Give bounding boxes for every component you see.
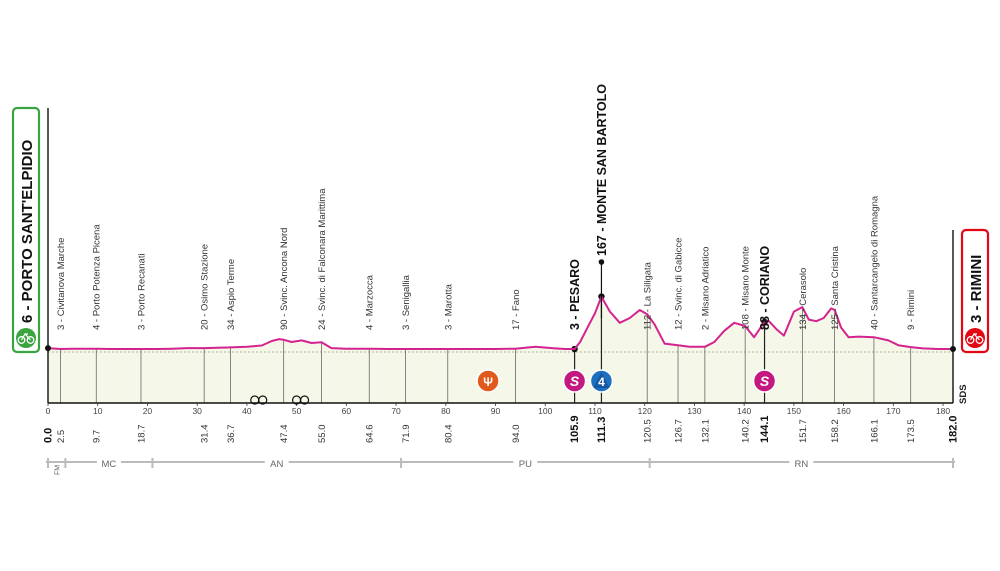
km-label: 2.5 [56, 430, 67, 443]
km-label: 132.1 [700, 419, 711, 443]
x-tick-label: 30 [192, 406, 202, 416]
km-label: 166.1 [869, 419, 880, 443]
start-bike-icon [16, 328, 36, 348]
waypoint-label: 17 - Fano [511, 289, 522, 330]
km-label: 105.9 [569, 415, 581, 443]
waypoint-label: 3 - Civitanova Marche [56, 238, 67, 330]
region-label-bg [264, 456, 289, 468]
start-box-frame [11, 106, 41, 354]
x-tick-label: 120 [638, 406, 652, 416]
kom-mountain-shape [593, 372, 610, 388]
waypoint-label: 3 - Marotta [443, 283, 454, 330]
region-label: RN [794, 459, 808, 470]
km-label: 71.9 [401, 425, 412, 444]
waypoint-label: 24 - Svinc. di Falconara Marittima [317, 188, 328, 330]
km-label-finish: 182.0 [948, 415, 960, 443]
waypoint-label: 40 - Santarcangelo di Romagna [869, 195, 880, 330]
waypoint-label: 34 - Aspio Terme [226, 259, 237, 330]
x-tick-label: 20 [143, 406, 153, 416]
x-tick-label: 100 [538, 406, 552, 416]
x-tick-label: 60 [342, 406, 352, 416]
x-tick-label: 110 [588, 406, 602, 416]
waypoint-label: 3 - Senigallia [401, 274, 412, 330]
finish-label-box: 3 - RIMINI [960, 228, 990, 354]
region-label-bg [513, 456, 538, 468]
km-label: 64.6 [365, 425, 376, 444]
finish-bike-icon [965, 328, 985, 348]
km-label: 31.4 [200, 425, 211, 444]
kom-category: 4 [598, 375, 605, 389]
start-label-box: 6 - PORTO SANT'ELPIDIO [11, 106, 41, 354]
bike-wheel-icon [258, 395, 268, 405]
finish-box-frame [960, 228, 990, 354]
km-label: 9.7 [92, 430, 103, 443]
region-label: FM [55, 465, 62, 475]
finish-dot [950, 346, 956, 353]
x-tick-label: 10 [93, 406, 103, 416]
plot-area: 0 10 20 30 40 50 60 70 80 90 100 110 120 130 140 150 160… [43, 84, 960, 475]
feed-zone-icon [476, 369, 500, 393]
waypoint-label: 4 - Marzocca [365, 274, 376, 330]
sprint-icon [752, 369, 777, 393]
start-dot [45, 345, 51, 352]
region-label-bg [789, 456, 814, 468]
waypoint-label: 3 - PESARO [568, 259, 582, 330]
finish-label: 3 - RIMINI [968, 255, 985, 323]
km-label: 173.5 [906, 419, 917, 443]
region-label: MC [102, 459, 117, 470]
waypoint-label: 2 - Misano Adriatico [700, 247, 711, 330]
km-label: 55.0 [317, 425, 328, 444]
x-tick-label: 80 [441, 406, 451, 416]
sprint-symbol: S [760, 373, 770, 389]
x-tick-label: 0 [46, 406, 51, 416]
region-label: AN [270, 459, 283, 470]
feed-zone-symbol: Ψ [483, 375, 493, 389]
waypoint-label: 20 - Osimo Stazione [200, 244, 211, 330]
km-label-start: 0.0 [43, 428, 55, 443]
waypoint-label: 134 - Cerasolo [798, 268, 809, 330]
waypoint-label: 167 - MONTE SAN BARTOLO [595, 84, 609, 256]
bike-wheel-icon [299, 395, 310, 405]
km-label: 140.2 [741, 419, 752, 443]
km-label: 18.7 [137, 425, 148, 444]
km-label: 111.3 [596, 417, 608, 443]
axis-tag: SDS [958, 384, 969, 404]
sprint-symbol: S [570, 373, 580, 389]
waypoint-label: 108 - Misano Monte [741, 246, 752, 330]
region-label-bg [96, 456, 121, 468]
waypoint-label: 4 - Porto Potenza Picena [92, 224, 103, 330]
km-label: 80.4 [443, 425, 454, 444]
waypoint-label: 112 - La Siligata [643, 261, 654, 330]
km-label: 144.1 [759, 415, 771, 443]
waypoint-label: 3 - Porto Recanati [137, 253, 148, 330]
waypoint-label: 90 - Svinc. Ancona Nord [279, 228, 290, 330]
waypoint-label: 125 - Santa Cristina [830, 245, 841, 330]
x-tick-label: 70 [391, 406, 401, 416]
start-label: 6 - PORTO SANT'ELPIDIO [19, 139, 36, 323]
km-label: 47.4 [279, 425, 290, 444]
x-tick-label: 130 [687, 406, 701, 416]
waypoint-label: 12 - Svinc. di Gabicce [674, 238, 685, 330]
x-tick-label: 40 [242, 406, 252, 416]
sprint-icon [562, 369, 587, 393]
x-tick-label: 180 [936, 406, 950, 416]
x-tick-label: 90 [491, 406, 501, 416]
x-tick-label: 160 [837, 406, 851, 416]
summit-post-dot [598, 259, 605, 265]
km-label: 120.5 [643, 419, 654, 443]
x-tick-label: 50 [292, 406, 302, 416]
waypoint-label: 88 - CORIANO [758, 246, 772, 330]
waypoint-label: 9 - Rimini [906, 290, 917, 330]
km-label: 94.0 [511, 425, 522, 444]
km-label: 36.7 [226, 425, 237, 444]
km-label: 158.2 [830, 419, 841, 443]
profile-line [47, 295, 953, 350]
x-tick-label: 140 [737, 406, 751, 416]
region-label: PU [519, 459, 532, 470]
x-tick-label: 150 [787, 406, 801, 416]
x-tick-label: 170 [886, 406, 900, 416]
km-label: 126.7 [674, 419, 685, 443]
km-label: 151.7 [798, 419, 809, 443]
